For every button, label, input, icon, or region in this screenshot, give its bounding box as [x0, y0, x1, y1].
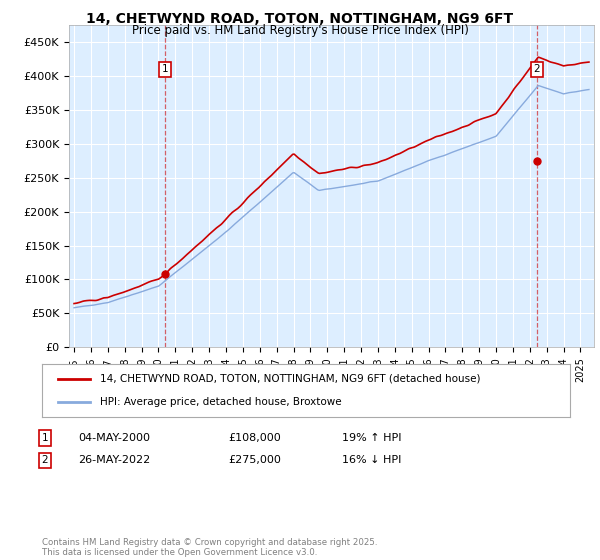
Text: 19% ↑ HPI: 19% ↑ HPI: [342, 433, 401, 443]
Text: 04-MAY-2000: 04-MAY-2000: [78, 433, 150, 443]
Text: £108,000: £108,000: [228, 433, 281, 443]
Text: 14, CHETWYND ROAD, TOTON, NOTTINGHAM, NG9 6FT (detached house): 14, CHETWYND ROAD, TOTON, NOTTINGHAM, NG…: [100, 374, 481, 384]
Text: 26-MAY-2022: 26-MAY-2022: [78, 455, 150, 465]
Text: 14, CHETWYND ROAD, TOTON, NOTTINGHAM, NG9 6FT: 14, CHETWYND ROAD, TOTON, NOTTINGHAM, NG…: [86, 12, 514, 26]
Text: Contains HM Land Registry data © Crown copyright and database right 2025.
This d: Contains HM Land Registry data © Crown c…: [42, 538, 377, 557]
Text: 2: 2: [41, 455, 49, 465]
Text: 2: 2: [533, 64, 540, 74]
Text: 1: 1: [41, 433, 49, 443]
Text: Price paid vs. HM Land Registry's House Price Index (HPI): Price paid vs. HM Land Registry's House …: [131, 24, 469, 36]
Text: 1: 1: [161, 64, 168, 74]
Text: 16% ↓ HPI: 16% ↓ HPI: [342, 455, 401, 465]
Text: HPI: Average price, detached house, Broxtowe: HPI: Average price, detached house, Brox…: [100, 397, 342, 407]
Text: £275,000: £275,000: [228, 455, 281, 465]
